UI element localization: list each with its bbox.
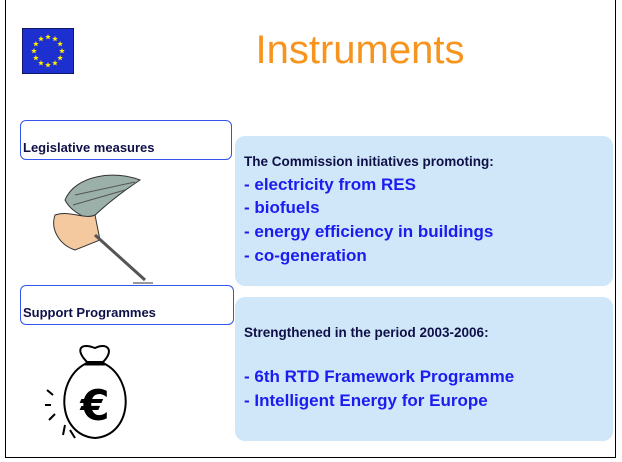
bullet: - biofuels	[244, 198, 320, 218]
label-text: Support Programmes	[23, 305, 156, 320]
section-label: Legislative measures	[20, 120, 232, 160]
bullet: - co-generation	[244, 246, 367, 266]
bullet: - electricity from RES	[244, 175, 416, 195]
panel: Strengthened in the period 2003-2006: - …	[235, 297, 613, 441]
bullet: - Intelligent Energy for Europe	[244, 391, 488, 411]
euro-sign: €	[79, 381, 109, 430]
panel-heading: Strengthened in the period 2003-2006:	[244, 325, 489, 340]
panel: The Commission initiatives promoting: - …	[235, 136, 613, 286]
label-text: Legislative measures	[23, 140, 155, 155]
panel-heading: The Commission initiatives promoting:	[244, 154, 494, 169]
money-bag: €	[45, 340, 145, 445]
bullet: - energy efficiency in buildings	[244, 222, 493, 242]
eu-flag	[22, 28, 74, 74]
section-label: Support Programmes	[20, 285, 234, 325]
quill-illustration	[45, 160, 165, 290]
slide-title: Instruments	[200, 28, 520, 73]
slide: Instruments Legislative measures The Com…	[0, 0, 622, 462]
bullet: - 6th RTD Framework Programme	[244, 367, 514, 387]
